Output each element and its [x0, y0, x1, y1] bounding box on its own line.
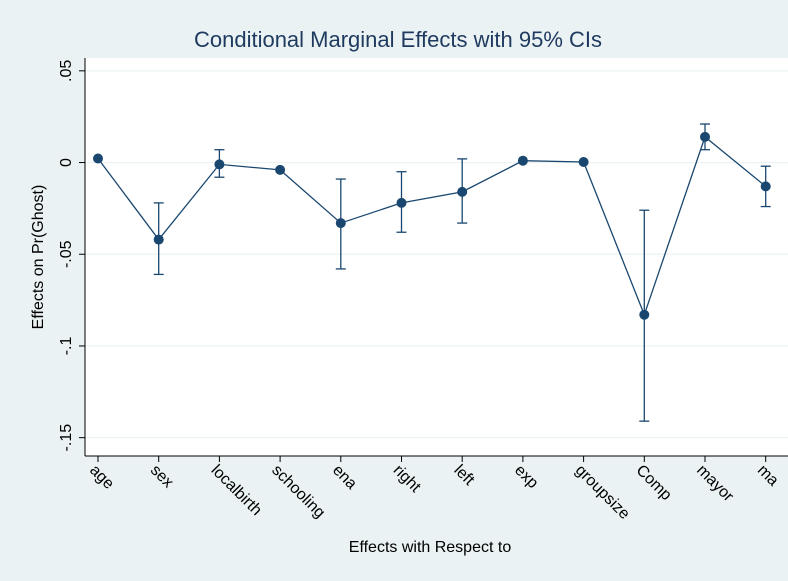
point [517, 155, 528, 166]
point [639, 309, 650, 320]
y-axis-title: Effects on Pr(Ghost) [30, 185, 47, 330]
point [93, 153, 103, 164]
y-tick-label: -.15 [58, 424, 75, 452]
point [578, 156, 589, 167]
point [275, 164, 286, 175]
point [335, 218, 346, 229]
line [97, 135, 767, 317]
point [457, 186, 468, 197]
point [396, 197, 407, 208]
y-tick-label: -.1 [58, 337, 75, 356]
point [153, 234, 164, 245]
plot-area [85, 58, 788, 456]
x-axis-title: Effects with Respect to [349, 539, 512, 556]
point [214, 159, 225, 170]
y-tick-label: .05 [58, 60, 75, 82]
y-tick-label: -.05 [58, 240, 75, 268]
point [700, 131, 710, 142]
y-tick-label: 0 [58, 158, 75, 167]
point [760, 181, 771, 192]
chart-title: Conditional Marginal Effects with 95% CI… [194, 27, 602, 52]
